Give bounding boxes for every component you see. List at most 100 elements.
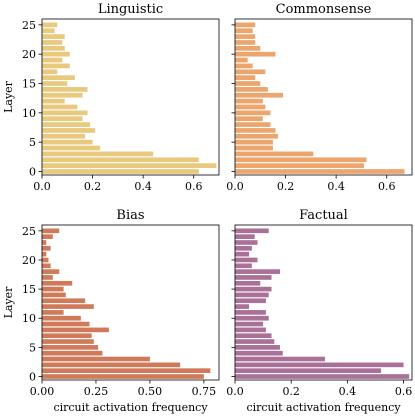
panel-bias-bar-layer-23: [42, 240, 47, 245]
panel-factual-bar-layer-15: [235, 286, 272, 292]
panel-bias-bar-layer-7: [42, 333, 92, 339]
panel-bias-bar-layer-9: [42, 321, 90, 327]
panel-linguistic-bar-layer-20: [42, 51, 70, 57]
panel-bias-bar-layer-6: [42, 339, 94, 344]
panel-bias-bar-layer-21: [42, 251, 47, 257]
panel-bias-xtick-label: 0.75: [192, 385, 217, 398]
panel-bias-ytick-label: 10: [22, 312, 36, 325]
panel-commonsense-bar-layer-13: [235, 92, 284, 98]
panel-linguistic-bar-layer-24: [42, 28, 55, 34]
panel-factual-bar-layer-22: [235, 245, 252, 251]
panel-linguistic-bar-layer-2: [42, 157, 199, 163]
panel-factual-bar-layer-9: [235, 321, 264, 327]
panel-factual: Factual 0.0 0.2 0.4 0.6 circuit activation fr…: [226, 208, 413, 414]
panel-bias-ytick-label: 15: [22, 283, 36, 296]
panel-commonsense-axes-frame: [234, 18, 413, 176]
panel-factual-bar-layer-11: [235, 310, 266, 315]
panel-commonsense-bar-layer-22: [235, 40, 256, 45]
panel-factual-bar-layer-20: [235, 257, 258, 263]
panel-commonsense-bar-layer-15: [235, 81, 261, 86]
panel-linguistic-bar-layer-0: [42, 169, 199, 174]
panel-bias-bar-layer-25: [42, 228, 60, 234]
panel-linguistic-bar-layer-6: [42, 133, 85, 139]
panel-linguistic-xtick-label: 0.4: [134, 180, 152, 193]
panel-bias-title: Bias: [116, 208, 144, 223]
panel-linguistic-bar-layer-17: [42, 69, 58, 75]
panel-bias-bar-layer-5: [42, 345, 99, 350]
panel-linguistic-ytick-label: 20: [22, 48, 36, 61]
panel-commonsense-bar-layer-7: [235, 128, 276, 133]
panel-factual-xtick-label: 0.2: [282, 385, 300, 398]
panel-commonsense-xtick-label: 0.2: [277, 180, 295, 193]
panel-linguistic-ytick-label: 15: [22, 78, 36, 91]
panel-linguistic-bar-layer-21: [42, 45, 65, 51]
panel-commonsense-bar-layer-9: [235, 116, 263, 122]
panel-linguistic: Linguistic 0.0 0.2 0.4 0.6 0 5 10 15 20 25 Layer: [2, 2, 220, 193]
panel-linguistic-bar-layer-12: [42, 98, 65, 104]
panel-bias: Bias 0.00 0.25 0.50 0.75 0 5 10 15 20 25 Layer circu…: [2, 208, 220, 414]
panel-bias-bar-layer-11: [42, 310, 64, 315]
panel-factual-axes-frame: [234, 224, 413, 381]
panel-linguistic-bar-layer-14: [42, 87, 88, 92]
panel-bias-bar-layer-0: [42, 374, 204, 379]
panel-linguistic-bar-layer-15: [42, 81, 68, 86]
panel-commonsense-bar-layer-18: [235, 63, 253, 69]
panel-linguistic-xtick-label: 0.2: [84, 180, 102, 193]
panel-bias-bar-layer-3: [42, 356, 150, 362]
panel-bias-bar-layer-12: [42, 304, 94, 309]
panel-commonsense-bar-layer-0: [235, 169, 405, 174]
panel-linguistic-ytick-label: 5: [29, 136, 36, 149]
panel-factual-bar-layer-10: [235, 315, 269, 321]
panel-commonsense-bar-layer-1: [235, 163, 364, 168]
panel-factual-bar-layer-23: [235, 240, 258, 245]
panel-bias-bar-layer-20: [42, 257, 49, 263]
panel-commonsense-bar-layer-24: [235, 28, 253, 34]
panel-factual-bar-layer-17: [235, 275, 272, 280]
panel-bias-bar-layer-10: [42, 315, 81, 321]
panel-linguistic-bar-layer-7: [42, 128, 96, 133]
panel-linguistic-bar-layer-4: [42, 145, 101, 151]
panel-commonsense-bar-layer-20: [235, 51, 276, 57]
panel-linguistic-bar-layer-9: [42, 116, 83, 122]
panel-linguistic-bar-layer-23: [42, 34, 65, 39]
panel-linguistic-xtick-label: 0.6: [185, 180, 203, 193]
panel-commonsense-xtick-label: 0.0: [226, 180, 244, 193]
panel-bias-ytick-label: 5: [29, 341, 36, 354]
panel-linguistic-bar-layer-5: [42, 139, 93, 145]
panel-bias-xtick-label: 0.25: [84, 385, 109, 398]
panel-commonsense-bar-layer-10: [235, 110, 271, 116]
panel-linguistic-bar-layer-3: [42, 151, 154, 157]
panel-factual-bar-layer-7: [235, 333, 272, 339]
panel-factual-xlabel: circuit activation frequency: [246, 401, 401, 414]
panel-factual-bar-layer-3: [235, 356, 325, 362]
panel-bias-ytick-label: 25: [22, 225, 36, 238]
panel-factual-bar-layer-5: [235, 345, 280, 350]
panel-linguistic-bar-layer-22: [42, 40, 63, 45]
panel-linguistic-bar-layer-10: [42, 110, 88, 116]
panel-commonsense-bar-layer-12: [235, 98, 263, 104]
panel-factual-bar-layer-1: [235, 368, 382, 374]
panel-commonsense-bar-layer-14: [235, 87, 268, 92]
panel-bias-ytick-label: 20: [22, 254, 36, 267]
panel-commonsense-bar-layer-19: [235, 57, 248, 63]
panel-commonsense-xtick-label: 0.6: [378, 180, 396, 193]
panel-factual-xtick-label: 0.0: [226, 385, 244, 398]
panel-bias-bar-layer-8: [42, 327, 109, 333]
panel-factual-bar-layer-24: [235, 234, 255, 239]
panel-linguistic-bar-layer-18: [42, 63, 70, 69]
panel-bias-bar-layer-4: [42, 350, 103, 356]
panel-linguistic-xtick-label: 0.0: [33, 180, 51, 193]
panel-bias-bar-layer-16: [42, 280, 73, 286]
panel-commonsense-bar-layer-8: [235, 122, 271, 127]
panel-bias-ylabel: Layer: [2, 286, 15, 319]
panel-linguistic-bar-layer-11: [42, 104, 78, 110]
panel-commonsense: Commonsense 0.0 0.2 0.4 0.6: [226, 2, 413, 193]
panel-factual-bar-layer-13: [235, 298, 266, 304]
panel-linguistic-ytick-label: 10: [22, 107, 36, 120]
panel-bias-xtick-label: 0.00: [30, 385, 55, 398]
panel-bias-xtick-label: 0.50: [138, 385, 163, 398]
panel-bias-bar-layer-19: [42, 263, 51, 269]
panel-factual-bar-layer-4: [235, 350, 283, 356]
panel-factual-bar-layer-14: [235, 292, 269, 298]
